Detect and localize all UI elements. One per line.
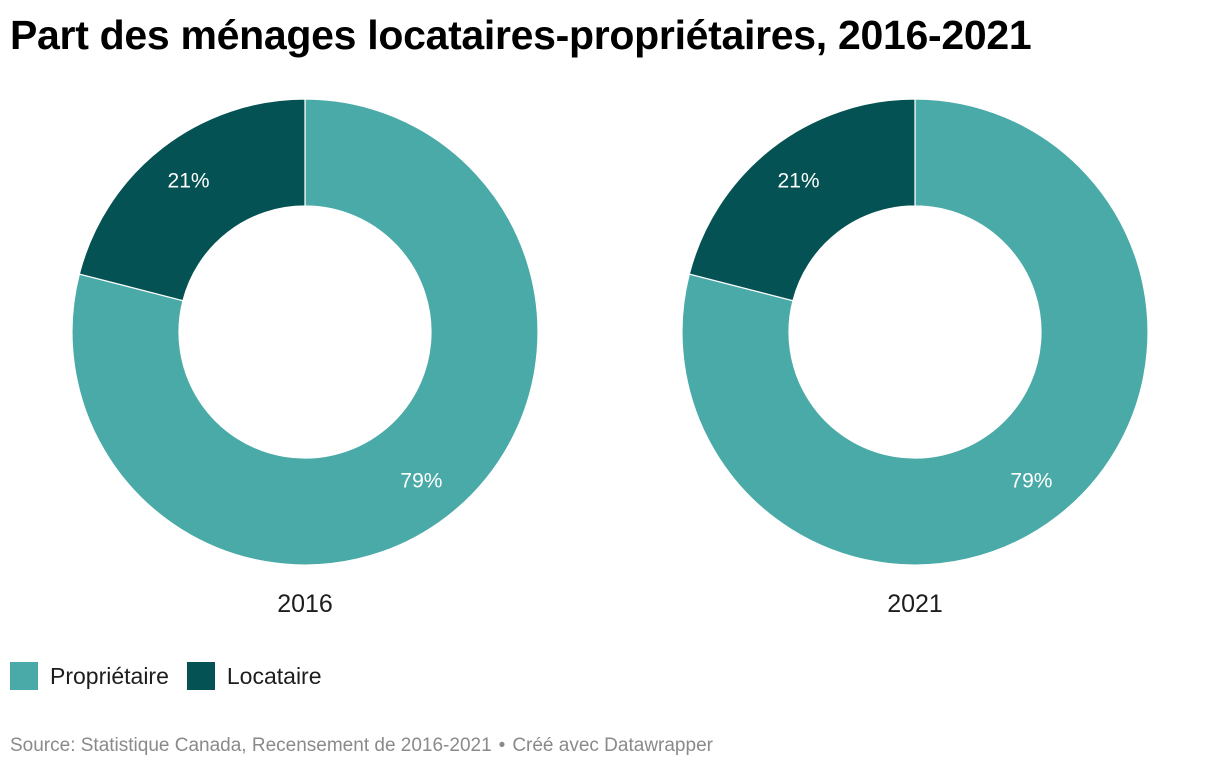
legend-label-locataire: Locataire <box>226 662 322 689</box>
legend-swatch-locataire <box>186 662 215 690</box>
donut-charts: 79% 21% 2016 79% 21% 2021 <box>71 98 1149 618</box>
legend-label-proprietaire: Propriétaire <box>50 662 169 689</box>
slice-label-proprietaire-2021: 79% <box>1010 470 1052 493</box>
source-note: Source: Statistique Canada, Recensement … <box>10 735 713 757</box>
slice-locataire-2016 <box>78 98 306 302</box>
year-label-2016: 2016 <box>277 590 333 618</box>
slice-label-proprietaire-2016: 79% <box>400 470 442 493</box>
legend-item-locataire: Locataire <box>186 662 322 690</box>
slice-label-locataire-2021: 21% <box>778 169 820 192</box>
credit-text: Créé avec Datawrapper <box>512 735 713 756</box>
donut-2016: 79% 21% 2016 <box>71 98 539 618</box>
legend: Propriétaire Locataire <box>10 662 340 690</box>
slice-proprietaire-2021 <box>681 98 1149 566</box>
slice-proprietaire-2016 <box>71 98 539 566</box>
legend-swatch-proprietaire <box>10 662 38 690</box>
chart-title: Part des ménages locataires-propriétaire… <box>10 12 1032 58</box>
slice-locataire-2021 <box>688 98 916 302</box>
footer-separator: • <box>498 735 506 756</box>
donut-2021: 79% 21% 2021 <box>681 98 1149 618</box>
year-label-2021: 2021 <box>887 590 943 618</box>
legend-item-proprietaire: Propriétaire <box>10 662 169 690</box>
slice-label-locataire-2016: 21% <box>168 169 210 192</box>
source-text: Source: Statistique Canada, Recensement … <box>10 735 492 756</box>
